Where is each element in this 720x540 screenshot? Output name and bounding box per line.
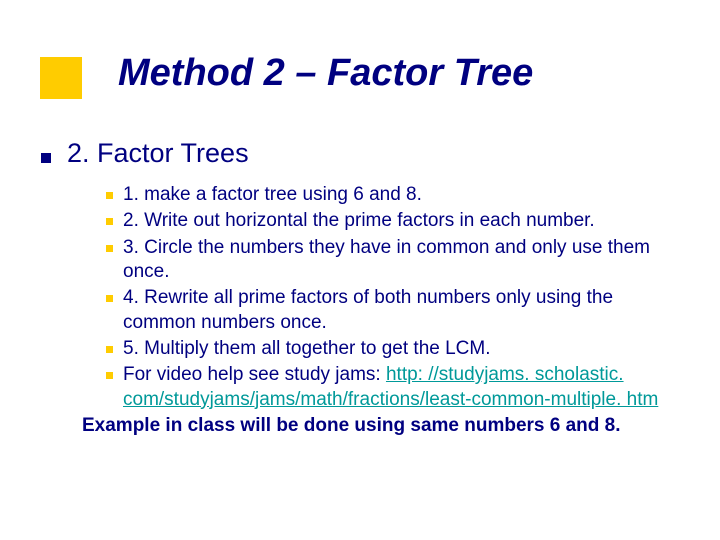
sub-item-text: 3. Circle the numbers they have in commo… xyxy=(123,236,670,285)
square-bullet-icon xyxy=(106,372,113,379)
square-bullet-icon xyxy=(106,346,113,353)
example-text: Example in class will be done using same… xyxy=(82,414,670,438)
square-bullet-icon xyxy=(106,245,113,252)
slide: Method 2 – Factor Tree 2. Factor Trees 1… xyxy=(0,0,720,540)
sub-item: 1. make a factor tree using 6 and 8. xyxy=(106,183,670,207)
sub-item-label: 2. Write out horizontal the prime factor… xyxy=(123,210,595,231)
sub-item-label: 1. make a factor tree using 6 and 8. xyxy=(123,184,422,205)
sub-item-text: 2. Write out horizontal the prime factor… xyxy=(123,209,595,233)
sub-item-label: 5. Multiply them all together to get the… xyxy=(123,338,491,359)
slide-title: Method 2 – Factor Tree xyxy=(118,52,533,95)
square-bullet-icon xyxy=(106,295,113,302)
sub-list: 1. make a factor tree using 6 and 8. 2. W… xyxy=(106,183,670,438)
sub-item: 3. Circle the numbers they have in commo… xyxy=(106,236,670,285)
sub-item: 5. Multiply them all together to get the… xyxy=(106,337,670,361)
sub-item: For video help see study jams: http: //s… xyxy=(106,363,670,412)
sub-item-text: 4. Rewrite all prime factors of both num… xyxy=(123,286,670,335)
level1-text: 2. Factor Trees xyxy=(67,138,249,169)
sub-item-label: For video help see study jams: xyxy=(123,364,386,385)
square-bullet-icon xyxy=(106,192,113,199)
sub-item-label: 3. Circle the numbers they have in commo… xyxy=(123,237,650,282)
sub-item-text: For video help see study jams: http: //s… xyxy=(123,363,670,412)
square-bullet-icon xyxy=(106,218,113,225)
sub-item: 2. Write out horizontal the prime factor… xyxy=(106,209,670,233)
sub-item-label: 4. Rewrite all prime factors of both num… xyxy=(123,287,613,332)
sub-item-text: 1. make a factor tree using 6 and 8. xyxy=(123,183,422,207)
title-accent-box xyxy=(40,57,82,99)
sub-item-text: 5. Multiply them all together to get the… xyxy=(123,337,491,361)
sub-item: 4. Rewrite all prime factors of both num… xyxy=(106,286,670,335)
level1-bullet xyxy=(41,153,51,163)
